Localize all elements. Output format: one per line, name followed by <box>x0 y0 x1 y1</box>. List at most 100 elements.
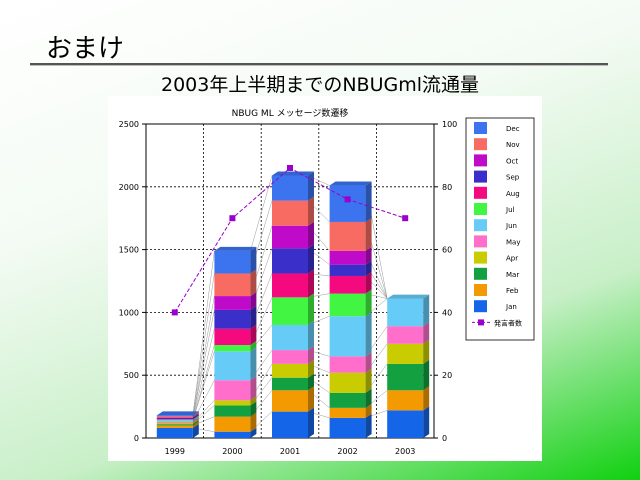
bar-segment-side <box>365 388 372 408</box>
bar-segment-side <box>250 292 257 310</box>
bar-segment <box>272 225 308 249</box>
bar-segment-top <box>156 411 199 416</box>
line-point <box>229 215 236 222</box>
bar-segment-side <box>308 221 314 249</box>
bar-segment-side <box>192 418 199 425</box>
bar-segment <box>272 324 308 351</box>
bar-segment-side <box>308 244 314 274</box>
bar-segment-side <box>192 412 199 418</box>
bar-segment-side <box>250 412 257 432</box>
x-tick-label: 1999 <box>165 447 185 456</box>
bar-segment <box>214 351 251 381</box>
bar-segment-side <box>308 269 314 298</box>
bar-segment-side <box>250 341 257 352</box>
bar-segment-side <box>192 417 199 423</box>
bar-segment <box>214 405 251 417</box>
legend-swatch <box>474 203 487 215</box>
bar-segment-side <box>423 386 430 411</box>
bar-segment-side <box>365 312 372 357</box>
legend-label: Sep <box>506 174 520 182</box>
legend-swatch <box>474 186 487 199</box>
x-tick-label: 2000 <box>222 447 242 456</box>
bar-segment-side <box>365 403 372 418</box>
bar-segment <box>214 345 251 352</box>
y2-tick-label: 0 <box>442 434 447 443</box>
bar-segment-top <box>214 246 257 251</box>
bar-segment <box>214 309 251 329</box>
slide-title: おまけ <box>46 34 125 64</box>
legend-label: Nov <box>506 141 520 149</box>
bar-segment <box>329 275 366 294</box>
legend-swatch <box>474 284 487 296</box>
y2-tick-label: 40 <box>442 308 452 317</box>
y-tick-label: 500 <box>124 371 139 380</box>
bar-segment <box>156 419 193 420</box>
bar-segment-side <box>423 359 430 391</box>
bar-segment <box>214 431 251 438</box>
legend-swatch <box>474 235 487 248</box>
bar-segment-side <box>308 386 314 412</box>
bar-segment <box>156 425 193 428</box>
bar-segment <box>214 296 251 310</box>
bar-segment <box>156 424 193 426</box>
title-divider <box>30 63 608 65</box>
bar-segment <box>272 363 308 378</box>
legend-label: Jun <box>505 222 517 230</box>
bar-segment-side <box>423 406 430 438</box>
bar-segment <box>156 421 193 423</box>
bar-segment-side <box>250 305 257 329</box>
bar-segment <box>156 419 193 421</box>
bar-segment <box>329 372 366 393</box>
bar-segment-side <box>365 181 372 222</box>
bar-segment <box>329 250 366 265</box>
bar-segment-side <box>365 271 372 294</box>
bar-segment-side <box>308 346 314 364</box>
line-point <box>344 196 351 203</box>
y2-tick-label: 80 <box>442 183 452 192</box>
bar-segment <box>156 415 193 417</box>
bar-segment <box>156 427 193 438</box>
bar-segment-side <box>192 415 199 421</box>
bar-segment <box>387 410 424 438</box>
bar-segment-side <box>365 260 372 276</box>
y-tick-label: 1000 <box>119 308 139 317</box>
x-tick-label: 2001 <box>280 447 300 456</box>
bar-segment <box>272 297 308 325</box>
legend-label: Jul <box>505 206 515 214</box>
bar-segment-side <box>365 217 372 251</box>
bar-segment-side <box>250 324 257 346</box>
bar-segment <box>272 411 308 438</box>
bar-segment-side <box>250 376 257 401</box>
series-connector <box>192 296 215 418</box>
bar-segment-side <box>423 322 430 344</box>
bar-segment-top <box>329 181 372 186</box>
bar-segment-side <box>250 347 257 381</box>
bar-segment <box>272 248 308 274</box>
bar-segment <box>329 293 366 317</box>
bar-segment-side <box>365 368 372 393</box>
legend-label: Apr <box>506 255 518 263</box>
chart-title: NBUG ML メッセージ数遷移 <box>232 107 349 119</box>
bar-segment <box>214 250 251 274</box>
bar-segment <box>272 377 308 391</box>
y-tick-label: 1500 <box>119 246 139 255</box>
bar-segment-side <box>250 401 257 417</box>
bar-segment <box>214 273 251 297</box>
bar-segment <box>272 350 308 364</box>
legend-swatch <box>474 219 487 232</box>
bar-segment-side <box>192 413 199 418</box>
bar-segment-top <box>272 171 314 176</box>
series-connector <box>192 351 215 421</box>
bar-segment-side <box>250 246 257 274</box>
bar-segment-side <box>250 269 257 297</box>
bar-segment-side <box>365 289 372 317</box>
bar-segment <box>329 356 366 373</box>
legend-line-marker <box>478 319 484 326</box>
x-tick-label: 2002 <box>337 447 357 456</box>
legend-swatch <box>474 300 487 313</box>
bar-segment <box>214 400 251 406</box>
bar-segment <box>387 326 424 344</box>
bar-segment-side <box>308 320 314 351</box>
bar-segment-side <box>308 359 314 378</box>
legend-swatch <box>474 170 487 183</box>
